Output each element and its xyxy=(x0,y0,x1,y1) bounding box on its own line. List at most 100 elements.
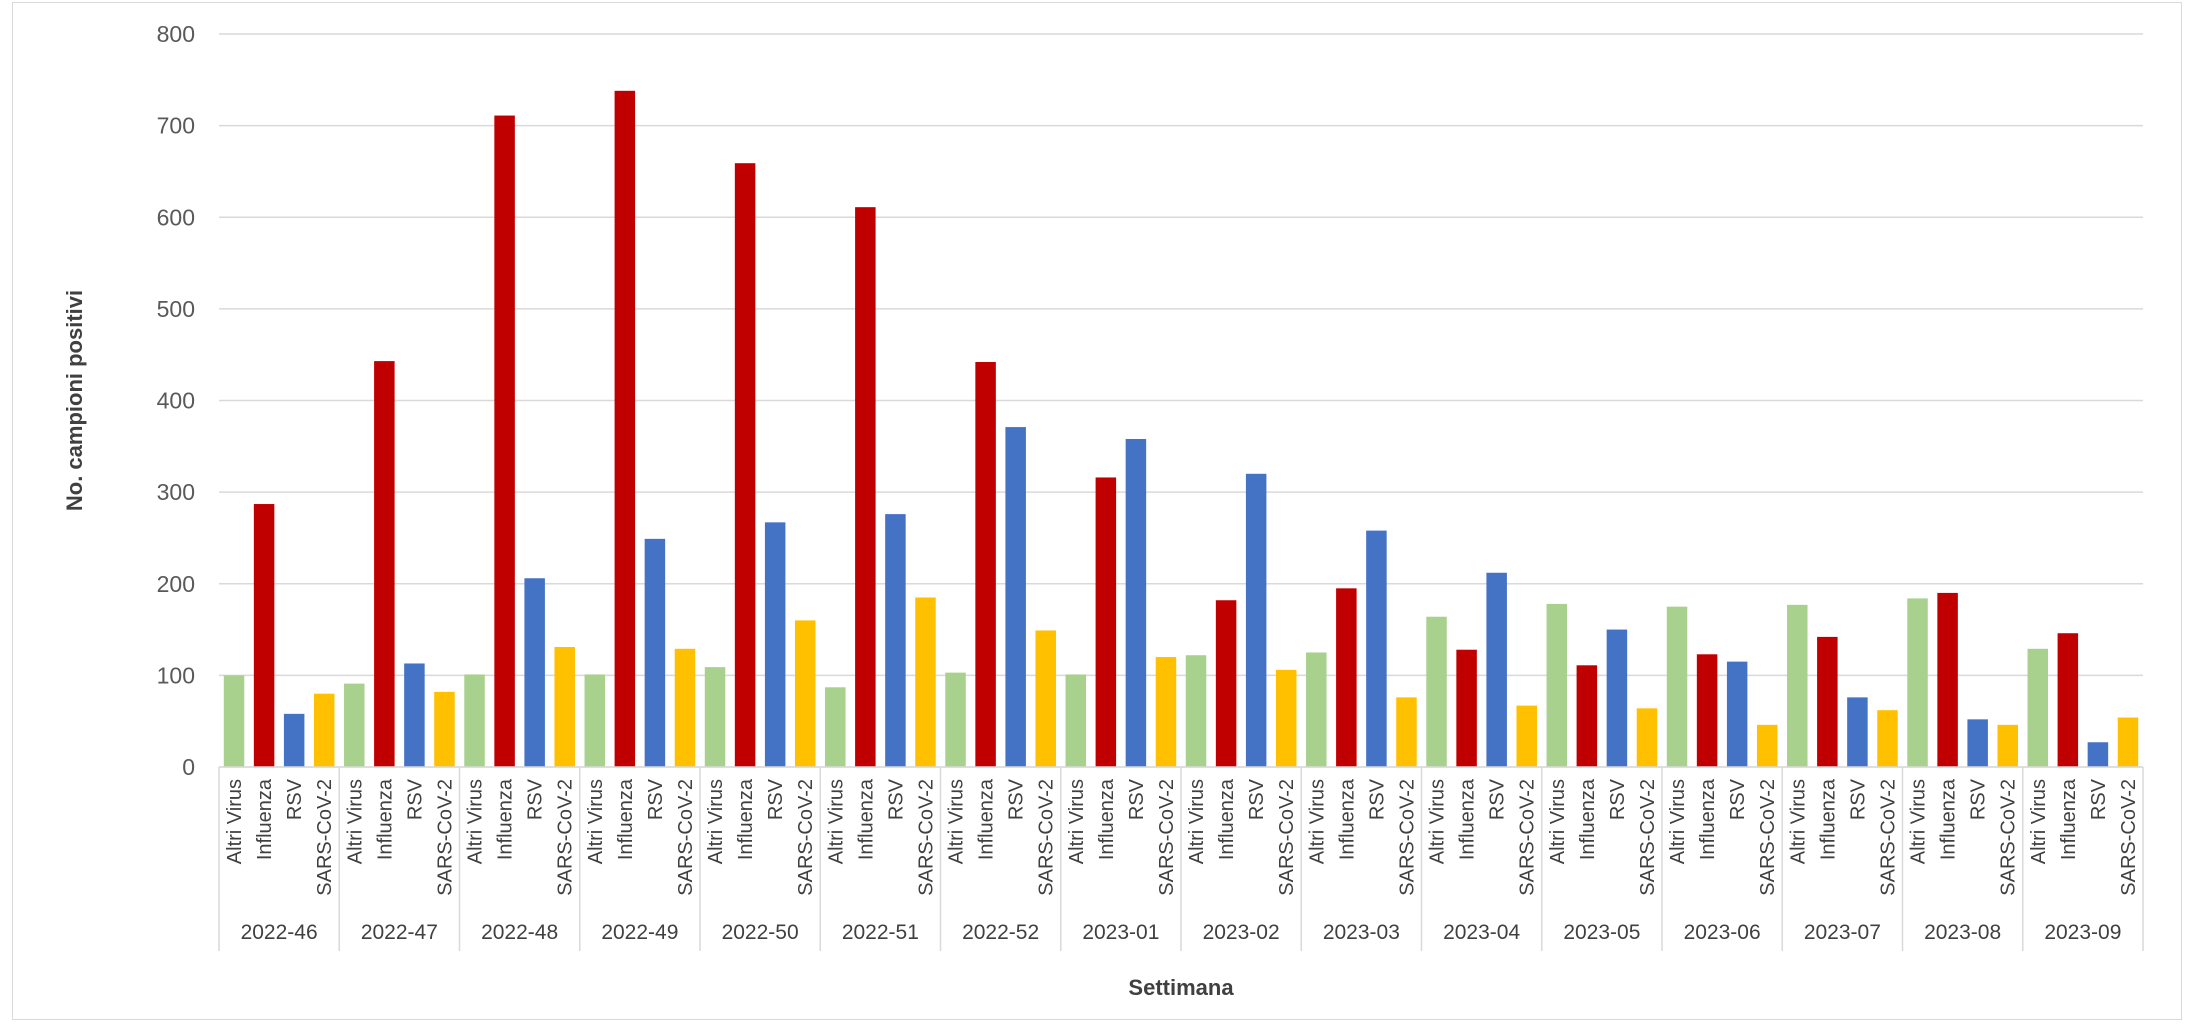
bar-sars-cov-2 xyxy=(794,620,816,767)
x-category-label: Influenza xyxy=(1697,778,1719,860)
x-group-label: 2022-49 xyxy=(601,921,678,944)
bar-influenza xyxy=(374,361,395,767)
bar-rsv xyxy=(1726,661,1748,767)
bar-sars-cov-2 xyxy=(1877,710,1898,767)
bar-rsv xyxy=(1847,697,1868,767)
x-category-label: RSV xyxy=(1006,778,1028,820)
bar-rsv xyxy=(1606,629,1628,767)
x-category-label: SARS-CoV-2 xyxy=(1637,779,1659,896)
bar-rsv xyxy=(404,663,425,767)
bar-influenza xyxy=(975,362,996,767)
bar-altri-virus xyxy=(1546,603,1568,767)
bar-influenza xyxy=(1095,477,1117,767)
y-tick-label: 800 xyxy=(157,21,195,47)
x-category-label: SARS-CoV-2 xyxy=(555,779,577,896)
bar-sars-cov-2 xyxy=(1155,657,1177,767)
x-category-label: Influenza xyxy=(615,778,637,860)
x-group-label: 2022-50 xyxy=(722,921,799,944)
bar-influenza xyxy=(253,504,275,767)
x-group-label: 2022-51 xyxy=(842,921,919,944)
x-group-label: 2023-07 xyxy=(1804,921,1881,944)
bar-altri-virus xyxy=(2027,648,2049,767)
y-tick-label: 700 xyxy=(157,113,195,139)
x-category-label: Altri Virus xyxy=(825,779,847,864)
x-category-label: Influenza xyxy=(976,778,998,860)
x-category-label: SARS-CoV-2 xyxy=(434,779,456,896)
x-category-label: Influenza xyxy=(254,778,276,860)
bar-chart: 0 100 200 300 400 500 600 700 800 Altri Virus Infl… xyxy=(62,21,2144,1000)
bar-sars-cov-2 xyxy=(1035,630,1056,767)
x-category-label: Altri Virus xyxy=(224,779,246,864)
y-tick-label: 200 xyxy=(157,571,195,597)
bar-influenza xyxy=(1817,636,1838,767)
x-category-label: Influenza xyxy=(495,778,517,860)
bar-influenza xyxy=(855,207,876,767)
y-tick-label: 300 xyxy=(157,479,195,505)
bar-altri-virus xyxy=(464,674,485,767)
x-category-label: RSV xyxy=(1366,778,1388,820)
bar-sars-cov-2 xyxy=(1636,708,1658,767)
x-category-label: Altri Virus xyxy=(1306,779,1328,864)
bar-influenza xyxy=(1215,600,1237,767)
bar-altri-virus xyxy=(1306,652,1327,767)
x-group-label: 2022-46 xyxy=(241,921,318,944)
x-group-label: 2023-04 xyxy=(1443,921,1520,944)
bar-altri-virus xyxy=(1185,655,1207,767)
bars xyxy=(223,90,2139,768)
x-group-label: 2022-52 xyxy=(962,921,1039,944)
bar-influenza xyxy=(1336,588,1357,767)
bar-altri-virus xyxy=(1426,616,1447,767)
bar-sars-cov-2 xyxy=(915,597,936,767)
x-category-label: Influenza xyxy=(735,778,757,860)
bar-rsv xyxy=(1005,427,1026,767)
x-category-label: RSV xyxy=(1487,778,1509,820)
x-category-label: Influenza xyxy=(855,778,877,860)
x-category-label: RSV xyxy=(645,778,667,820)
bar-rsv xyxy=(1366,530,1387,767)
x-category-label: SARS-CoV-2 xyxy=(314,779,336,896)
x-category-label: RSV xyxy=(1246,778,1268,820)
bar-sars-cov-2 xyxy=(674,648,696,767)
x-category-label: Altri Virus xyxy=(465,779,487,864)
x-category-label: Altri Virus xyxy=(1427,779,1449,864)
axes: 0 100 200 300 400 500 600 700 800 Altri Virus Infl… xyxy=(157,21,2144,951)
bar-rsv xyxy=(764,522,786,767)
x-category-label: Altri Virus xyxy=(946,779,968,864)
x-category-label: RSV xyxy=(1607,778,1629,820)
x-category-label: Influenza xyxy=(1938,778,1960,860)
bar-altri-virus xyxy=(825,687,846,767)
x-category-label: RSV xyxy=(1968,778,1990,820)
x-category-label: Altri Virus xyxy=(1186,779,1208,864)
x-category-label: Influenza xyxy=(374,778,396,860)
bar-altri-virus xyxy=(704,667,726,767)
bar-rsv xyxy=(283,713,305,767)
y-tick-label: 600 xyxy=(157,204,195,230)
x-category-label: Influenza xyxy=(1457,778,1479,860)
bar-influenza xyxy=(1696,654,1718,767)
bar-sars-cov-2 xyxy=(2117,717,2139,767)
x-category-label: RSV xyxy=(885,778,907,820)
bar-rsv xyxy=(1245,473,1267,767)
x-category-label: Altri Virus xyxy=(1787,779,1809,864)
bar-sars-cov-2 xyxy=(313,693,335,767)
bar-altri-virus xyxy=(1065,674,1087,767)
bar-altri-virus xyxy=(584,674,606,767)
bar-influenza xyxy=(2057,633,2079,767)
x-group-label: 2023-02 xyxy=(1203,921,1280,944)
y-tick-label: 500 xyxy=(157,296,195,322)
x-category-label: Altri Virus xyxy=(1667,779,1689,864)
x-category-label: Influenza xyxy=(1817,778,1839,860)
bar-sars-cov-2 xyxy=(554,646,575,767)
bar-altri-virus xyxy=(1666,606,1688,767)
x-group-label: 2023-01 xyxy=(1082,921,1159,944)
x-group-label: 2023-03 xyxy=(1323,921,1400,944)
x-group-label: 2023-09 xyxy=(2044,921,2121,944)
x-category-label: SARS-CoV-2 xyxy=(1276,779,1298,896)
x-category-label: RSV xyxy=(404,778,426,820)
x-category-label: Influenza xyxy=(1216,778,1238,860)
bar-sars-cov-2 xyxy=(1275,669,1297,767)
bar-influenza xyxy=(734,163,756,767)
x-category-label: Influenza xyxy=(1577,778,1599,860)
bar-influenza xyxy=(1456,649,1477,767)
bar-sars-cov-2 xyxy=(1396,697,1417,767)
